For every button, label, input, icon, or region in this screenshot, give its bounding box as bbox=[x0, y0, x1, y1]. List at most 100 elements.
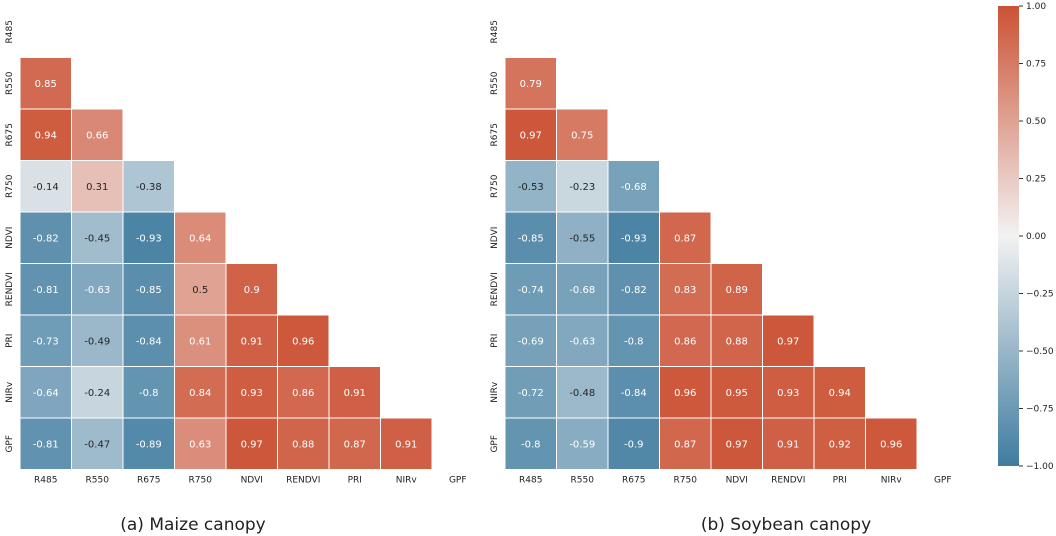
heatmap-cell bbox=[225, 314, 278, 367]
cell-value-label: 0.88 bbox=[726, 336, 748, 347]
x-tick-label: R550 bbox=[86, 476, 110, 486]
heatmap-cell bbox=[710, 417, 763, 470]
x-tick-label: RENDVI bbox=[286, 476, 320, 486]
cell-value-label: 0.97 bbox=[777, 336, 799, 347]
y-tick-label: GPF bbox=[490, 435, 500, 453]
heatmap-cell bbox=[174, 263, 227, 316]
cell-value-label: 0.88 bbox=[292, 439, 314, 450]
heatmap-cell bbox=[122, 160, 175, 213]
cell-value-label: -0.8 bbox=[521, 439, 541, 450]
cell-value-label: 0.91 bbox=[241, 336, 263, 347]
cell-value-label: -0.23 bbox=[569, 182, 595, 193]
cell-value-label: 0.83 bbox=[674, 285, 696, 296]
x-tick-label: PRI bbox=[833, 476, 847, 486]
cell-value-label: 0.64 bbox=[189, 233, 211, 244]
colorbar-tick-label: 1.00 bbox=[1026, 2, 1046, 12]
heatmap-cell bbox=[659, 417, 712, 470]
x-tick-label: NIRv bbox=[881, 476, 903, 486]
cell-value-label: 0.93 bbox=[241, 388, 263, 399]
cell-value-label: -0.84 bbox=[136, 336, 162, 347]
maize-caption: (a) Maize canopy bbox=[120, 515, 265, 535]
cell-value-label: -0.63 bbox=[84, 285, 110, 296]
colorbar-tick-label: 0.50 bbox=[1026, 117, 1046, 127]
cell-value-label: -0.85 bbox=[136, 285, 162, 296]
y-tick-label: R750 bbox=[490, 174, 500, 198]
heatmap-cell bbox=[607, 263, 660, 316]
cell-value-label: 0.92 bbox=[829, 439, 851, 450]
y-tick-label: R550 bbox=[490, 71, 500, 95]
cell-value-label: 0.97 bbox=[241, 439, 263, 450]
heatmap-cell bbox=[504, 57, 557, 110]
x-tick-label: R550 bbox=[571, 476, 595, 486]
colorbar-tick-label: −0.75 bbox=[1026, 405, 1054, 415]
colorbar-tick-label: 0.25 bbox=[1026, 175, 1046, 185]
heatmap-cell bbox=[122, 417, 175, 470]
y-tick-label: R750 bbox=[5, 174, 15, 198]
cell-value-label: -0.64 bbox=[33, 388, 59, 399]
soybean-heatmap: 0.79 0.97 0.75 -0.53 -0.23 -0.68 -0.85 -0.55 -0.… bbox=[490, 20, 952, 485]
cell-value-label: -0.81 bbox=[33, 439, 59, 450]
heatmap-cell bbox=[71, 263, 124, 316]
colorbar-tick-label: −0.25 bbox=[1026, 290, 1054, 300]
y-tick-label: R675 bbox=[5, 123, 15, 146]
colorbar-tick-label: 0.75 bbox=[1026, 60, 1046, 70]
cell-value-label: -0.93 bbox=[136, 233, 162, 244]
cell-value-label: 0.94 bbox=[829, 388, 851, 399]
cell-value-label: 0.85 bbox=[35, 79, 57, 90]
cell-value-label: 0.96 bbox=[674, 388, 696, 399]
cell-value-label: 0.97 bbox=[520, 130, 542, 141]
cell-value-label: 0.93 bbox=[777, 388, 799, 399]
heatmap-cell bbox=[504, 263, 557, 316]
cell-value-label: -0.68 bbox=[569, 285, 595, 296]
cell-value-label: 0.84 bbox=[189, 388, 211, 399]
heatmap-cell bbox=[556, 108, 609, 161]
cell-value-label: -0.59 bbox=[569, 439, 595, 450]
cell-value-label: -0.38 bbox=[136, 182, 162, 193]
heatmap-cell bbox=[71, 211, 124, 264]
heatmap-cell bbox=[813, 366, 866, 419]
y-tick-label: PRI bbox=[490, 334, 500, 348]
heatmap-cell bbox=[607, 417, 660, 470]
cell-value-label: -0.82 bbox=[33, 233, 59, 244]
cell-value-label: -0.84 bbox=[621, 388, 647, 399]
y-tick-label: R675 bbox=[490, 123, 500, 146]
cell-value-label: 0.96 bbox=[292, 336, 314, 347]
x-tick-label: NDVI bbox=[726, 476, 748, 486]
x-tick-label: R485 bbox=[519, 476, 542, 486]
heatmap-cell bbox=[659, 211, 712, 264]
heatmap-cell bbox=[710, 263, 763, 316]
heatmap-cell bbox=[174, 211, 227, 264]
heatmap-cell bbox=[19, 366, 72, 419]
heatmap-cell bbox=[19, 314, 72, 367]
cell-value-label: 0.66 bbox=[86, 130, 108, 141]
heatmap-cell bbox=[277, 366, 330, 419]
cell-value-label: -0.73 bbox=[33, 336, 59, 347]
heatmap-cell bbox=[328, 366, 381, 419]
cell-value-label: 0.91 bbox=[777, 439, 799, 450]
cell-value-label: 0.5 bbox=[192, 285, 208, 296]
x-tick-label: PRI bbox=[348, 476, 362, 486]
cell-value-label: -0.85 bbox=[518, 233, 544, 244]
colorbar-tick-label: −1.00 bbox=[1026, 462, 1054, 472]
cell-value-label: 0.91 bbox=[395, 439, 417, 450]
heatmap-cell bbox=[277, 417, 330, 470]
cell-value-label: 0.95 bbox=[726, 388, 748, 399]
x-tick-label: R675 bbox=[622, 476, 645, 486]
heatmap-cell bbox=[328, 417, 381, 470]
cell-value-label: -0.45 bbox=[84, 233, 110, 244]
x-tick-label: R750 bbox=[189, 476, 213, 486]
y-tick-label: RENDVI bbox=[5, 272, 15, 306]
heatmap-cell bbox=[607, 160, 660, 213]
cell-value-label: -0.74 bbox=[518, 285, 544, 296]
cell-value-label: -0.63 bbox=[569, 336, 595, 347]
cell-value-label: 0.97 bbox=[726, 439, 748, 450]
heatmap-cell bbox=[659, 314, 712, 367]
colorbar-gradient bbox=[998, 6, 1019, 466]
heatmap-cell bbox=[174, 314, 227, 367]
cell-value-label: 0.89 bbox=[726, 285, 748, 296]
cell-value-label: 0.79 bbox=[520, 79, 542, 90]
soybean-caption: (b) Soybean canopy bbox=[701, 515, 871, 535]
cell-value-label: -0.9 bbox=[624, 439, 644, 450]
colorbar-tick-label: 0.00 bbox=[1026, 232, 1046, 242]
y-tick-label: NIRv bbox=[5, 381, 15, 403]
